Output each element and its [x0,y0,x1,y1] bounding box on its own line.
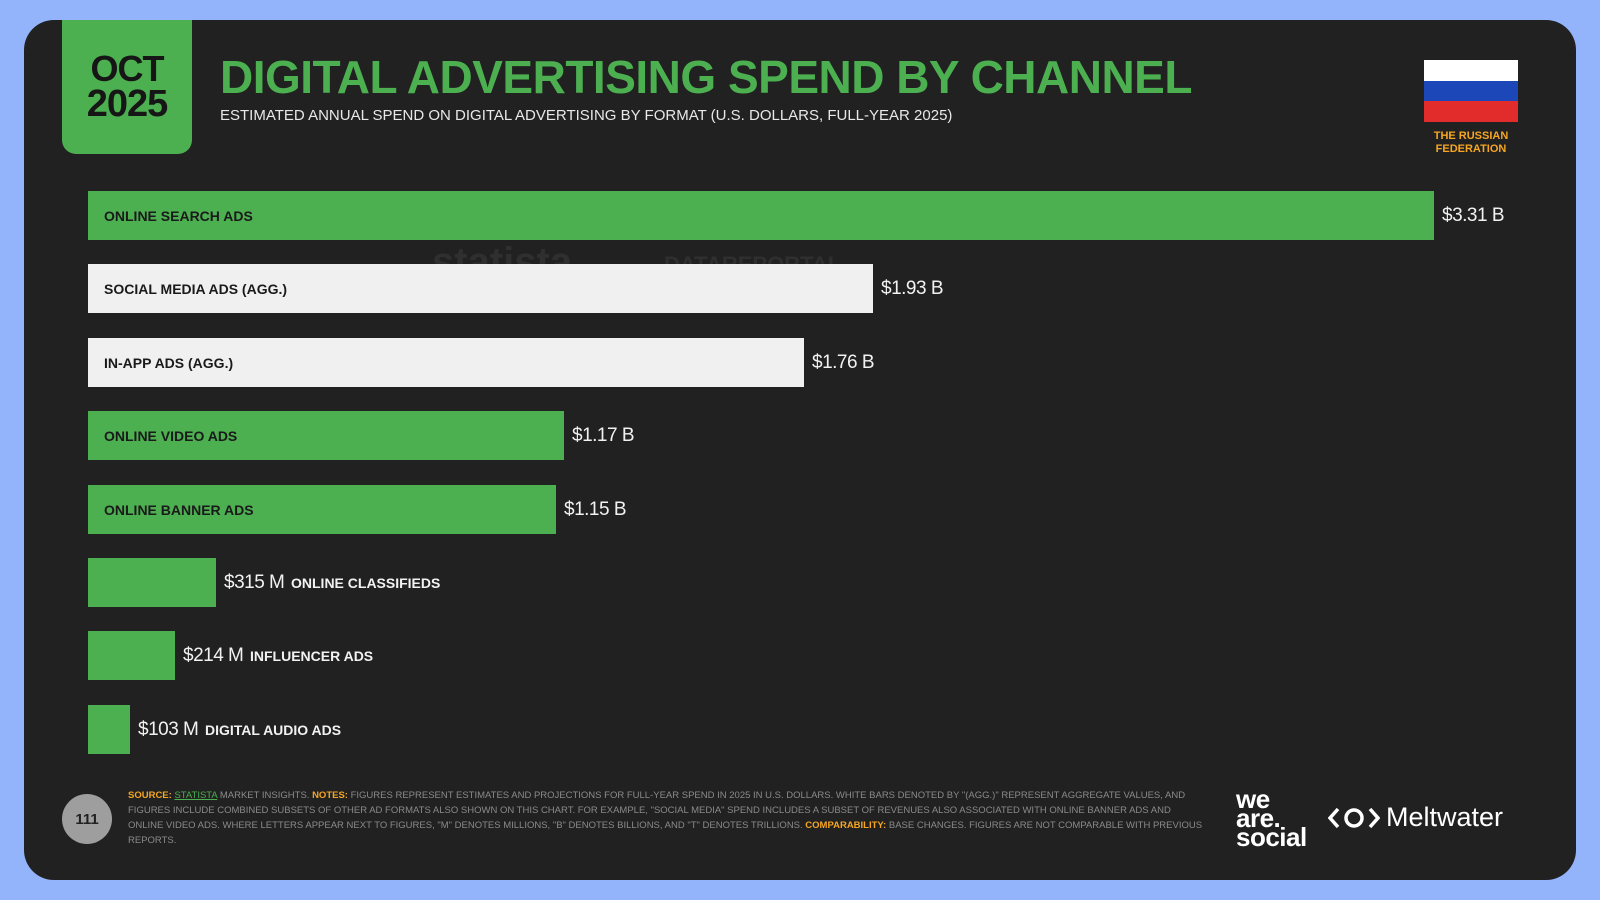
bar: ONLINE VIDEO ADS [88,411,564,460]
bar-value-label: $315 M [224,571,285,593]
flag-stripe-blue [1424,80,1518,102]
date-year: 2025 [86,83,169,126]
meltwater-logo: Meltwater [1328,802,1503,833]
comparability-text: BASE CHANGES. FIGURES ARE NOT COMPARABLE… [128,820,1203,846]
date-badge: OCT 2025 [62,20,192,154]
bar-category-label: ONLINE CLASSIFIEDS [291,574,441,591]
comparability-key: COMPARABILITY: [805,820,887,831]
notes-text: FIGURES REPRESENT ESTIMATES AND PROJECTI… [128,790,1186,831]
bar: ONLINE BANNER ADS [88,485,556,534]
bar: ONLINE SEARCH ADS [88,191,1434,240]
notes-key: NOTES: [312,790,348,801]
bar: IN-APP ADS (AGG.) [88,338,804,387]
russia-flag-icon [1424,60,1518,122]
bar-value-label: $1.93 B [881,277,944,299]
bar-category-label: DIGITAL AUDIO ADS [205,721,342,738]
flag-stripe-white [1424,60,1518,81]
bar-value-label: $1.17 B [572,424,635,446]
bar [88,558,216,607]
footer-notes: SOURCE: STATISTA MARKET INSIGHTS. NOTES:… [128,788,1208,848]
source-text: MARKET INSIGHTS. [217,790,313,801]
chart-title: DIGITAL ADVERTISING SPEND BY CHANNEL [220,51,1192,103]
bar-category-label: INFLUENCER ADS [250,647,374,664]
bar-category-label: SOCIAL MEDIA ADS (AGG.) [104,280,288,297]
meltwater-wordmark: Meltwater [1386,802,1504,832]
country-label: THE RUSSIAN FEDERATION [1433,130,1509,155]
page-number: 111 [62,794,112,844]
meltwater-mark-icon [1328,807,1380,828]
bar: SOCIAL MEDIA ADS (AGG.) [88,264,873,313]
flag-stripe-red [1424,101,1518,122]
bar-category-label: ONLINE VIDEO ADS [104,427,238,444]
bar-value-label: $214 M [183,644,244,666]
bar [88,631,175,680]
chart-subtitle: ESTIMATED ANNUAL SPEND ON DIGITAL ADVERT… [220,107,953,124]
source-link[interactable]: STATISTA [174,790,218,801]
we-are-social-logo: we are. social [1236,784,1307,852]
date-month: OCT [90,47,165,89]
bar-category-label: IN-APP ADS (AGG.) [104,354,234,371]
bar-value-label: $1.15 B [564,498,627,520]
slide: OCT 2025 DIGITAL ADVERTISING SPEND BY CH… [24,20,1576,880]
bar [88,705,130,754]
logo-was-line1: we [1236,784,1270,814]
bar-value-label: $1.76 B [812,351,875,373]
logo-was-line3: social [1236,822,1307,852]
source-key: SOURCE: [128,790,172,801]
bar-value-label: $3.31 B [1442,204,1505,226]
bar-value-label: $103 M [138,718,199,740]
logo-was-line2: are. [1236,803,1281,833]
bar-category-label: ONLINE BANNER ADS [104,501,254,518]
bar-category-label: ONLINE SEARCH ADS [104,207,253,224]
